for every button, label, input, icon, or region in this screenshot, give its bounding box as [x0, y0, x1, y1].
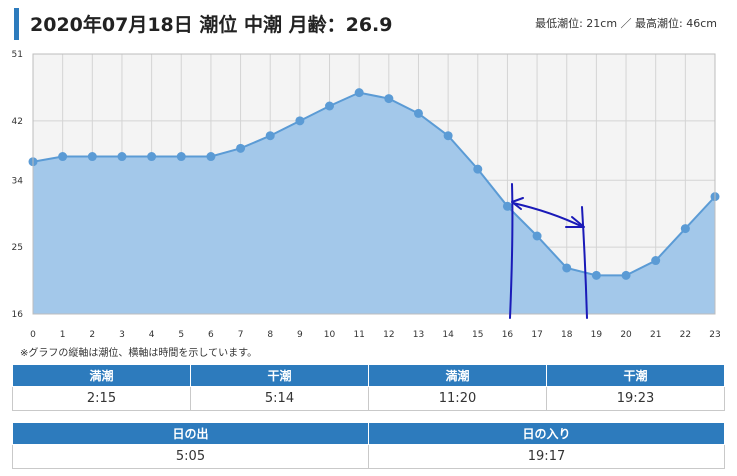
x-tick-label: 23: [709, 330, 720, 340]
tide-data-point: [443, 131, 453, 141]
x-tick-label: 1: [60, 330, 66, 340]
tide-times-table: 満潮 干潮 満潮 干潮 2:15 5:14 11:20 19:23: [12, 364, 725, 411]
x-tick-label: 19: [591, 330, 603, 340]
tide-data-point: [176, 152, 186, 162]
tide-data-point: [325, 101, 335, 111]
tide-value-row: 2:15 5:14 11:20 19:23: [12, 386, 725, 411]
tide-data-point: [265, 131, 275, 141]
title-accent-bar: [14, 8, 19, 40]
tide-data-point: [384, 94, 394, 104]
x-tick-label: 4: [149, 330, 155, 340]
tide-header-low-1: 干潮: [190, 364, 369, 387]
tide-data-point: [58, 152, 68, 162]
x-tick-label: 7: [238, 330, 244, 340]
tide-value-low-2: 19:23: [546, 386, 725, 411]
tide-data-point: [295, 116, 305, 126]
y-tick-label: 42: [12, 117, 23, 127]
tide-data-point: [562, 263, 572, 273]
sunrise-value: 5:05: [12, 444, 369, 469]
x-tick-label: 5: [178, 330, 184, 340]
tide-data-point: [413, 108, 423, 118]
tide-area: [33, 92, 715, 314]
x-tick-label: 0: [30, 330, 36, 340]
x-tick-label: 17: [531, 330, 542, 340]
sunrise-header: 日の出: [12, 422, 369, 445]
x-tick-label: 6: [208, 330, 214, 340]
x-tick-label: 13: [413, 330, 424, 340]
annotation-arrowhead-left: [511, 197, 524, 210]
annotation-arrowhead-right: [565, 216, 585, 228]
x-tick-label: 3: [119, 330, 125, 340]
tide-data-point: [354, 88, 364, 98]
tide-data-point: [651, 256, 661, 266]
annotation-arrow-shaft: [512, 202, 584, 228]
chart-note: ※グラフの縦軸は潮位、横軸は時間を示しています。: [20, 348, 258, 359]
x-tick-label: 14: [442, 330, 454, 340]
x-tick-label: 16: [502, 330, 514, 340]
x-tick-label: 9: [297, 330, 303, 340]
tide-value-low-1: 5:14: [190, 386, 369, 411]
x-tick-label: 10: [324, 330, 336, 340]
tide-header-high-1: 満潮: [12, 364, 191, 387]
tide-data-point: [680, 224, 690, 234]
tide-range-summary: 最低潮位: 21cm ／ 最高潮位: 46cm: [535, 17, 717, 30]
annotation-line-right: [581, 206, 588, 319]
x-tick-label: 8: [267, 330, 273, 340]
tide-line: [32, 91, 716, 277]
x-tick-label: 20: [620, 330, 632, 340]
tide-data-point: [117, 152, 127, 162]
tide-data-point: [87, 152, 97, 162]
tide-header-high-2: 満潮: [368, 364, 547, 387]
tide-data-point: [206, 152, 216, 162]
x-tick-label: 21: [650, 330, 661, 340]
tide-data-point: [502, 201, 512, 211]
annotation-line-left: [509, 183, 514, 319]
sunset-header: 日の入り: [368, 422, 725, 445]
tide-data-point: [621, 270, 631, 280]
tide-data-point: [147, 152, 157, 162]
tide-header-low-2: 干潮: [546, 364, 725, 387]
sunset-value: 19:17: [368, 444, 725, 469]
y-tick-label: 51: [12, 50, 23, 60]
sun-header-row: 日の出 日の入り: [12, 422, 725, 445]
y-tick-label: 34: [12, 176, 24, 186]
x-tick-label: 2: [89, 330, 95, 340]
tide-value-high-2: 11:20: [368, 386, 547, 411]
page-title: 2020年07月18日 潮位 中潮 月齢：26.9: [30, 14, 393, 36]
hand-drawn-annotation: [509, 183, 588, 319]
tide-data-point: [532, 231, 542, 241]
y-tick-label: 16: [12, 310, 24, 320]
tide-data-point: [591, 270, 601, 280]
sun-times-table: 日の出 日の入り 5:05 19:17: [12, 422, 725, 469]
x-tick-label: 12: [383, 330, 394, 340]
tide-value-high-1: 2:15: [12, 386, 191, 411]
x-tick-label: 18: [561, 330, 573, 340]
tide-data-point: [473, 164, 483, 174]
x-tick-label: 15: [472, 330, 483, 340]
x-tick-label: 22: [680, 330, 691, 340]
x-tick-label: 11: [353, 330, 364, 340]
sun-value-row: 5:05 19:17: [12, 444, 725, 469]
plot-frame: [32, 53, 716, 315]
header: 2020年07月18日 潮位 中潮 月齢：26.9 最低潮位: 21cm ／ 最…: [0, 0, 737, 46]
tide-header-row: 満潮 干潮 満潮 干潮: [12, 364, 725, 387]
tide-data-point: [236, 143, 246, 153]
y-tick-label: 25: [12, 243, 23, 253]
